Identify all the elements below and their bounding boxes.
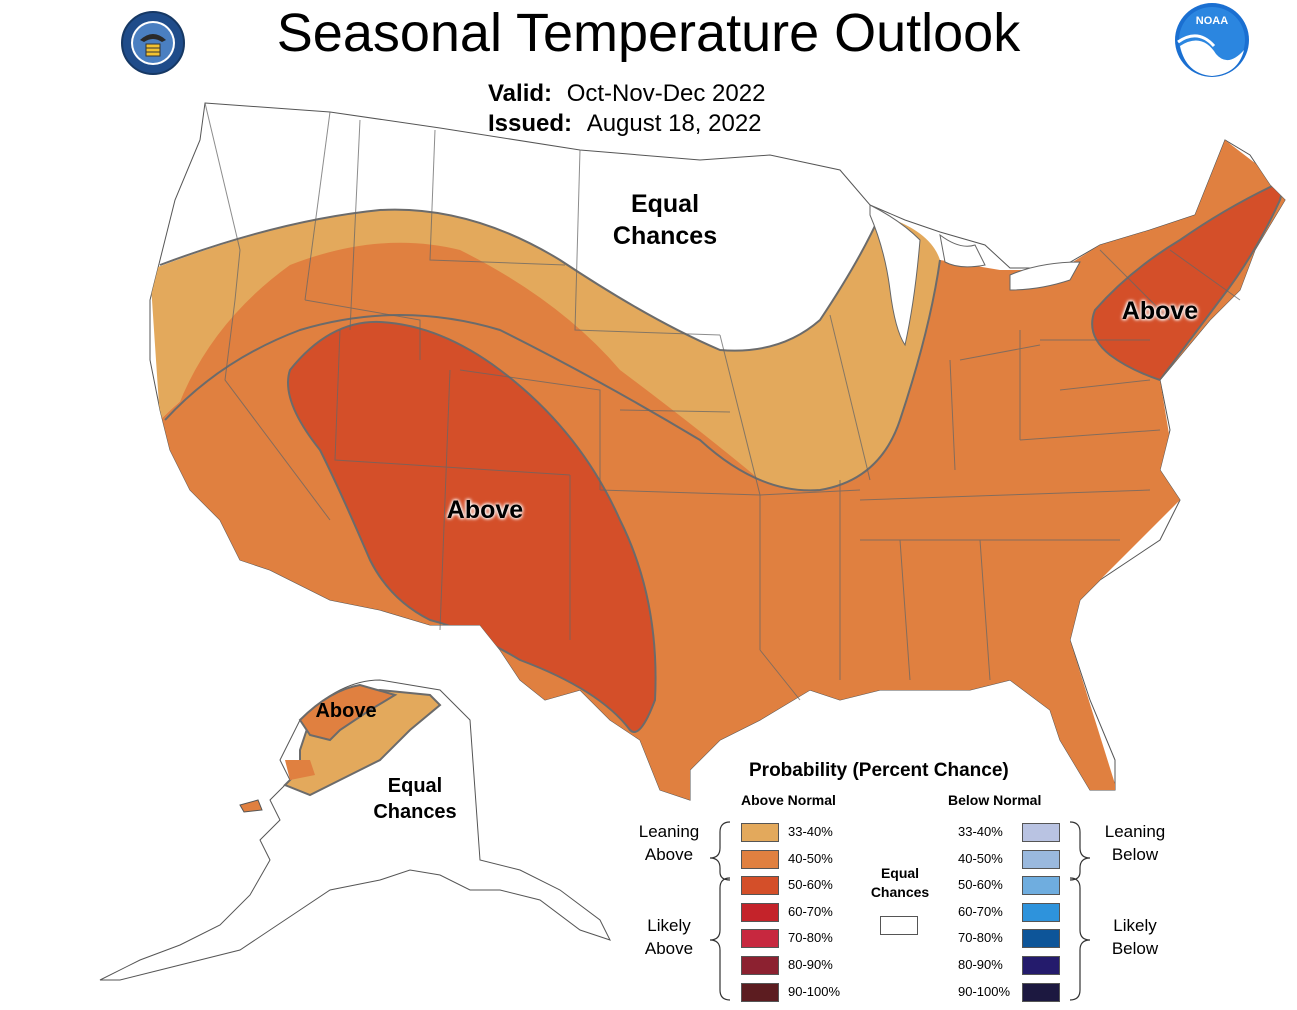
above-swatch-label-6: 80-90%: [788, 957, 833, 972]
issued-value: August 18, 2022: [586, 110, 762, 137]
above-50-60-west-region: [287, 320, 657, 733]
above-swatch-2: [741, 849, 779, 869]
below-swatch-label-6: 80-90%: [958, 957, 1003, 972]
above-50-60-northeast-region: [1091, 178, 1285, 382]
above-swatch-label-1: 33-40%: [788, 824, 833, 839]
alaska-above-region: [298, 683, 398, 742]
above-west-inner-region: [170, 242, 760, 500]
below-swatch-4: [1022, 902, 1060, 922]
below-swatch-label-4: 60-70%: [958, 903, 1003, 919]
legend-below-header: Below Normal: [948, 792, 1042, 808]
great-lakes: [869, 204, 1081, 347]
legend-equal-chances-label: Equal Chances: [870, 865, 930, 900]
above-swatch-3: [741, 876, 779, 896]
noaa-logo-icon: NOAA: [1175, 3, 1249, 77]
legend-leaning-below-label: Leaning Below: [1104, 822, 1166, 864]
legend-equal-chances-swatch: [880, 916, 918, 935]
above-swatch-label-3: 50-60%: [788, 877, 833, 893]
page-title: Seasonal Temperature Outlook: [276, 3, 1021, 63]
valid-value: Oct-Nov-Dec 2022: [566, 80, 766, 107]
above-swatch-label-4: 60-70%: [788, 903, 833, 919]
above-swatch-7: [741, 982, 779, 1002]
above-swatch-label-2: 40-50%: [788, 850, 833, 866]
below-swatch-label-2: 40-50%: [958, 850, 1003, 866]
alaska-st-lawrence-island: [239, 799, 263, 813]
below-swatch-label-5: 70-80%: [958, 930, 1003, 946]
below-swatch-label-7: 90-100%: [958, 983, 1011, 999]
below-swatch-label-1: 33-40%: [958, 824, 1003, 839]
conus-equal-chances-label: Equal Chances: [612, 190, 718, 250]
alaska-equal-chances-label: Equal Chances: [373, 775, 457, 823]
legend-above-header: Above Normal: [741, 792, 836, 808]
valid-label: Valid:: [488, 80, 553, 107]
below-swatch-1: [1022, 823, 1060, 842]
legend-likely-above-label: Likely Above: [644, 916, 694, 958]
below-swatch-label-3: 50-60%: [958, 877, 1003, 893]
below-swatch-5: [1022, 929, 1060, 949]
above-swatch-label-7: 90-100%: [788, 983, 841, 999]
below-swatch-6: [1022, 956, 1060, 975]
above-swatch-1: [741, 823, 779, 842]
alaska-map: [99, 679, 611, 981]
alaska-outline: [99, 679, 611, 981]
commerce-seal-icon: [121, 11, 185, 75]
state-borders: [204, 102, 1241, 701]
above-swatch-4: [741, 902, 779, 922]
valid-line: Valid: Oct-Nov-Dec 2022: [488, 80, 765, 108]
leaning-above-contour-south: [164, 259, 941, 492]
legend-leaning-above-label: Leaning Above: [638, 822, 700, 864]
below-swatch-7: [1022, 982, 1060, 1002]
above-swatch-label-5: 70-80%: [788, 930, 833, 946]
northeast-above-label: Above: [1121, 297, 1199, 325]
above-swatch-6: [741, 956, 779, 975]
below-swatch-3: [1022, 876, 1060, 896]
leaning-above-contour-north: [159, 208, 881, 352]
alaska-seward-region: [285, 760, 315, 780]
issued-line: Issued: August 18, 2022: [488, 110, 762, 138]
below-brackets: [1069, 821, 1091, 1001]
west-above-label: Above: [446, 496, 524, 524]
above-swatch-5: [741, 929, 779, 949]
alaska-above-label: Above: [315, 700, 377, 722]
noaa-logo-text: NOAA: [1196, 15, 1228, 27]
legend-likely-below-label: Likely Below: [1111, 916, 1159, 958]
above-brackets: [709, 821, 731, 1001]
below-swatch-2: [1022, 849, 1060, 869]
legend-title: Probability (Percent Chance): [749, 760, 1009, 781]
issued-label: Issued:: [488, 110, 573, 137]
